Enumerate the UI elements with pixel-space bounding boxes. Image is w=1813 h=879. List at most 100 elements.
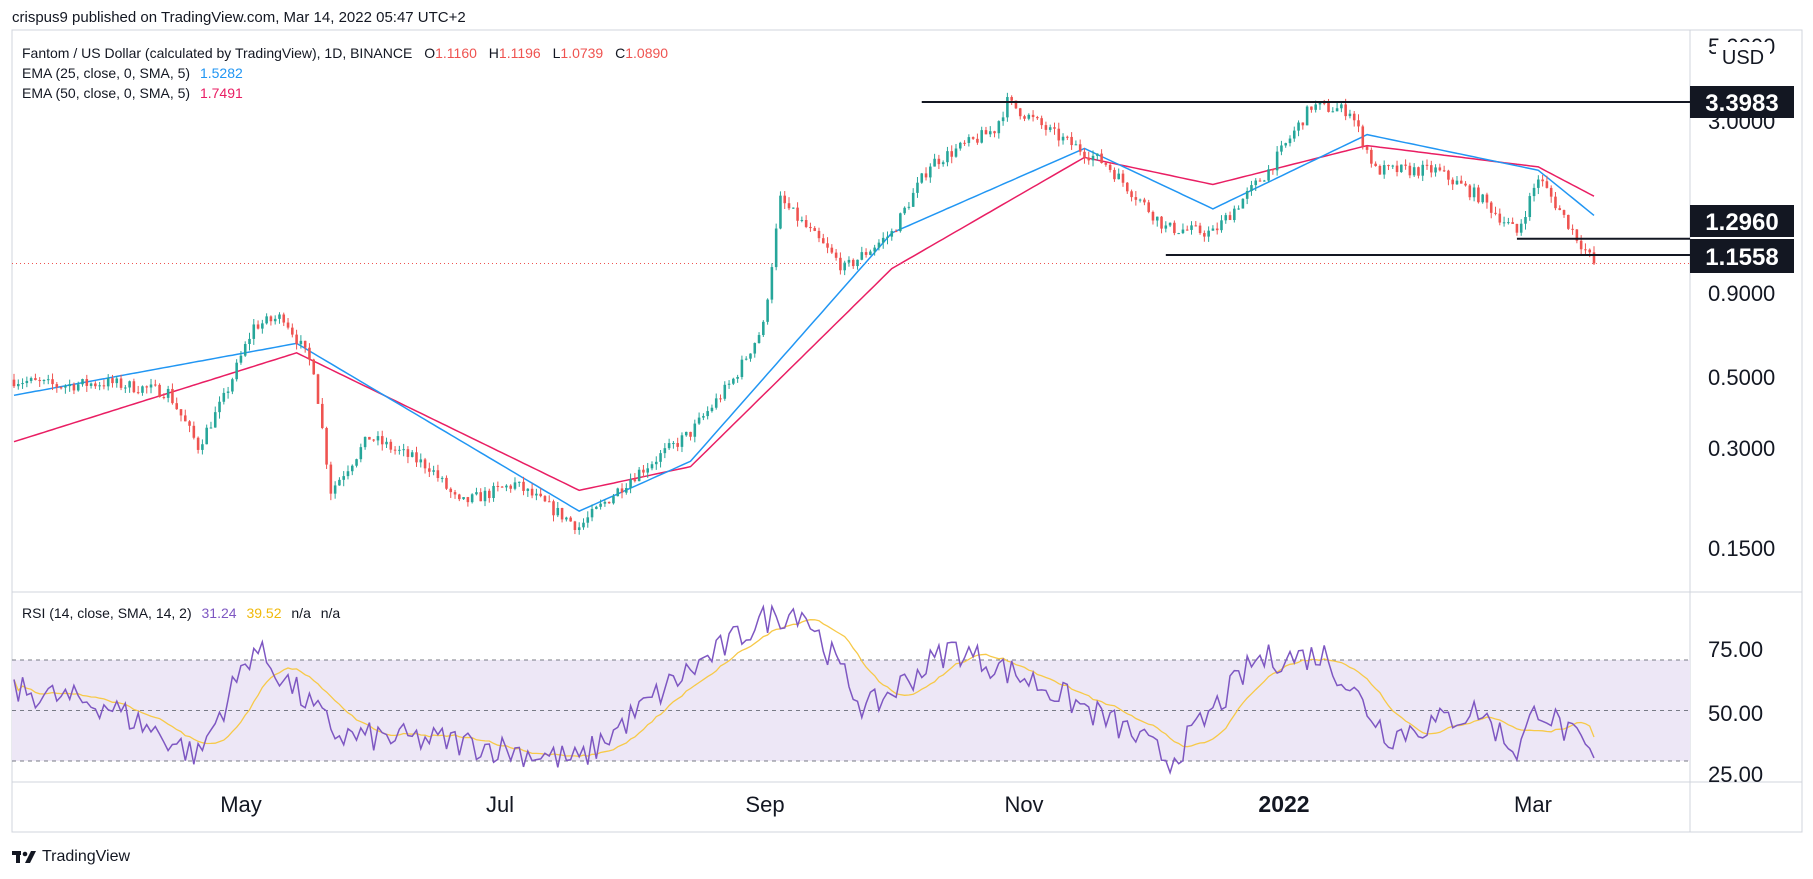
candle-body — [1053, 127, 1056, 129]
candle-body — [1275, 151, 1279, 171]
candle-down — [787, 197, 791, 211]
candle-body — [166, 388, 170, 398]
candle-up — [517, 481, 521, 487]
currency-label[interactable]: USD — [1722, 47, 1764, 69]
candle-down — [282, 312, 286, 327]
candle-up — [654, 456, 658, 470]
candle-body — [406, 449, 410, 457]
candle-body — [368, 436, 371, 440]
candle-body — [1554, 196, 1557, 209]
candle-body — [1579, 240, 1583, 250]
candle-down — [1113, 167, 1116, 182]
candle-body — [946, 151, 949, 163]
rsi-axis: 75.00 50.00 25.00 — [1708, 637, 1763, 787]
candle-body — [269, 316, 273, 322]
candle-up — [115, 375, 119, 388]
candle-down — [321, 397, 324, 430]
candle-up — [346, 465, 350, 480]
candle-body — [1297, 122, 1300, 131]
candle-up — [1507, 217, 1510, 225]
candle-body — [1241, 198, 1245, 209]
candle-up — [1177, 232, 1180, 235]
candle-up — [582, 518, 585, 530]
candle-body — [907, 206, 911, 208]
candle-up — [599, 499, 602, 510]
candle-body — [672, 443, 675, 445]
candle-up — [1519, 219, 1523, 236]
candle-body — [809, 226, 812, 229]
candle-body — [1078, 144, 1082, 152]
candle-body — [1305, 106, 1309, 126]
candle-body — [543, 496, 547, 502]
candle-up — [1340, 102, 1343, 113]
time-tick: Mar — [1514, 792, 1552, 817]
publisher-line: crispus9 published on TradingView.com, M… — [12, 9, 466, 26]
candle-body — [697, 417, 701, 424]
candle-down — [1408, 162, 1412, 179]
price-tick: 0.1500 — [1708, 536, 1775, 561]
candle-up — [213, 406, 217, 428]
candle-body — [727, 383, 731, 385]
candle-down — [1575, 229, 1579, 244]
candle-up — [869, 249, 872, 256]
candle-down — [428, 462, 431, 477]
candle-up — [1155, 216, 1159, 227]
candle-body — [680, 435, 684, 447]
candle-down — [1498, 208, 1502, 226]
candle-body — [1160, 216, 1163, 229]
candle-body — [547, 501, 551, 503]
candle-down — [111, 374, 114, 388]
candle-body — [436, 470, 440, 479]
candle-up — [1250, 180, 1253, 196]
candle-up — [595, 505, 598, 510]
candle-body — [462, 497, 465, 500]
candle-body — [1113, 169, 1116, 180]
candle-body — [881, 237, 885, 243]
candle-up — [209, 421, 213, 429]
candle-down — [145, 385, 149, 394]
tradingview-brand[interactable]: TradingView — [12, 847, 130, 867]
time-axis[interactable]: May Jul Sep Nov 2022 Mar — [220, 791, 1552, 817]
price-axis[interactable]: 5.0000 USD 3.0000 0.9000 0.5000 0.3000 0… — [1690, 34, 1794, 561]
candle-body — [124, 387, 127, 389]
candle-body — [1271, 169, 1275, 171]
candle-body — [821, 238, 825, 244]
candle-body — [1074, 144, 1078, 146]
candle-body — [248, 338, 251, 344]
candle-body — [539, 493, 542, 497]
candle-body — [509, 485, 512, 489]
candle-body — [1001, 117, 1005, 122]
candle-body — [1421, 164, 1425, 176]
candle-body — [1207, 230, 1210, 237]
candle-up — [68, 379, 71, 392]
candle-body — [1322, 102, 1326, 104]
candle-up — [1006, 92, 1009, 122]
candle-body — [920, 173, 924, 183]
candle-up — [355, 458, 358, 468]
candle-up — [749, 353, 752, 362]
candle-body — [714, 398, 718, 408]
candle-down — [162, 393, 166, 400]
candle-body — [355, 459, 358, 466]
candle-body — [1023, 116, 1026, 119]
candle-body — [299, 340, 303, 345]
horizontal-levels[interactable] — [921, 101, 1690, 256]
candle-body — [590, 508, 594, 518]
candle-body — [1258, 180, 1262, 182]
candle-body — [432, 470, 435, 472]
candle-body — [633, 479, 637, 482]
candle-body — [389, 441, 393, 450]
candle-body — [582, 522, 585, 528]
candle-up — [1528, 192, 1532, 221]
candle-up — [697, 412, 701, 425]
candle-body — [684, 431, 688, 436]
candle-body — [599, 503, 602, 507]
candle-up — [586, 511, 590, 528]
rsi-ma-line — [13, 619, 1595, 758]
candle-body — [663, 448, 667, 454]
candle-down — [1378, 164, 1382, 175]
candle-up — [672, 440, 675, 449]
candle-body — [1027, 114, 1031, 119]
candle-body — [1096, 153, 1099, 156]
